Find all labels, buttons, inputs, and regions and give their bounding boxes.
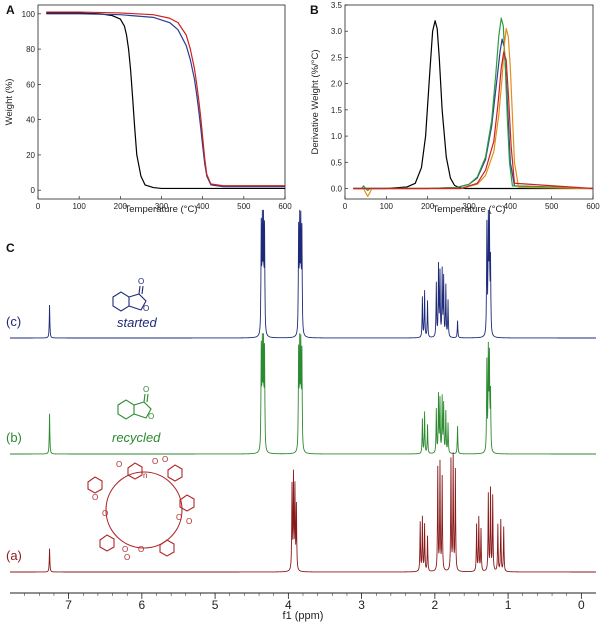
panel-b-xtick-label: 600 [586,202,600,211]
panel-a-tga-chart: 0 100 200 300 400 500 600 0 20 40 60 80 100 Temperat… [4,4,293,215]
macrocycle-o-2: O [152,457,158,466]
panel-letter-c: C [6,241,15,255]
panel-a-xtick-label: 0 [36,202,41,211]
panel-a-ytick-label: 80 [26,45,35,54]
lactone-structure-started: O O [112,277,149,313]
structure-c-ring-o: O [143,304,149,313]
panel-c-xtick-label: 4 [285,598,292,612]
panel-a-xtick-label: 600 [278,202,292,211]
panel-b-xtick-label: 500 [545,202,559,211]
panel-b-series-line-1 [353,38,594,190]
panel-a-series-line-2 [46,11,285,187]
macrocycle-o-8: O [122,545,128,554]
structure-b-ring-o: O [148,412,154,421]
structure-c-carbonyl-o: O [138,277,144,286]
trace-label-c: (c) [6,314,21,329]
macrocycle-o-7: O [186,517,192,526]
panel-b-ytick-label: 0.0 [331,185,343,194]
nmr-spectrum-a [10,452,596,573]
panel-c-xtick-label: 6 [139,598,146,612]
panel-a-xtick-label: 300 [155,202,169,211]
panel-c-xtick-label: 1 [505,598,512,612]
panel-b-series-line-4 [353,51,594,190]
macrocycle-o-10: O [124,553,130,562]
panel-c-ticks: 7 6 5 4 3 2 1 0 [24,593,585,612]
structure-label-started: started [117,315,158,330]
macrocycle-structure: O O n O O O O O O O O [87,455,195,562]
panel-b-ytick-label: 3.5 [331,1,343,10]
panel-b-xtick-label: 400 [504,202,518,211]
panel-b-xtick-label: 0 [343,202,348,211]
panel-b-ticks: 0 100 200 300 400 500 600 0.0 0.5 1.0 1.5 2.0 2.5 3.0… [331,1,600,211]
macrocycle-o-1: O [116,460,122,469]
panel-a-series-line-0 [46,12,285,190]
panel-c-xtick-label: 2 [432,598,439,612]
panel-letter-b: B [310,3,319,17]
nmr-spectrum-c [10,209,596,339]
panel-c-xtick-label: 3 [358,598,365,612]
panel-b-ytick-label: 2.0 [331,80,343,89]
macrocycle-o-3: O [162,455,168,464]
lactone-structure-recycled: O O [117,385,154,421]
trace-label-b: (b) [6,430,22,445]
panel-c-xtick-label: 7 [65,598,72,612]
panel-a-series [46,11,285,190]
panel-b-series-line-3 [353,27,594,197]
panel-a-series-line-1 [46,13,285,188]
panel-c-xtick-label: 0 [578,598,585,612]
panel-b-ytick-label: 3.0 [331,27,343,36]
panel-a-ytick-label: 60 [26,80,35,89]
panel-a-xtick-label: 200 [114,202,128,211]
panel-a-ylabel: Weight (%) [4,79,15,126]
panel-c-xtick-label: 5 [212,598,219,612]
panel-c-nmr-chart: 7 6 5 4 3 2 1 0 f1 (ppm) (c) (b) (a) started re… [6,209,596,622]
panel-b-ytick-label: 2.5 [331,53,343,62]
panel-a-frame [37,4,286,200]
macrocycle-o-4: O [92,493,98,502]
panel-a-xtick-label: 500 [237,202,251,211]
panel-b-series [353,17,594,197]
macrocycle-o-5: O [102,509,108,518]
structure-label-recycled: recycled [112,430,161,445]
panel-b-dtg-chart: 0 100 200 300 400 500 600 0.0 0.5 1.0 1.5 2.0 2.5 3.0… [310,1,600,215]
panel-b-ytick-label: 1.0 [331,132,343,141]
panel-a-xtick-label: 100 [72,202,86,211]
panel-b-ytick-label: 0.5 [331,158,343,167]
nmr-spectrum-b [10,333,596,455]
panel-b-xtick-label: 100 [380,202,394,211]
panel-b-series-line-2 [353,17,594,192]
panel-c-spectra [10,209,596,573]
panel-b-xtick-label: 200 [421,202,435,211]
panel-a-ytick-label: 40 [26,116,35,125]
macrocycle-o-9: O [138,545,144,554]
panel-b-xtick-label: 300 [462,202,476,211]
panel-a-xlabel: Temperature (°C) [125,204,198,215]
macrocycle-repeat-n: n [143,471,147,480]
panel-letter-a: A [6,3,15,17]
panel-a-ytick-label: 100 [22,10,36,19]
macrocycle-o-6: O [176,513,182,522]
panel-b-xlabel: Temperature (°C) [433,204,506,215]
panel-b-ylabel: Derivative Weight (%/°C) [310,50,321,155]
panel-a-ytick-label: 20 [26,151,35,160]
structure-b-carbonyl-o: O [143,385,149,394]
panel-a-ticks: 0 100 200 300 400 500 600 0 20 40 60 80 100 [22,10,293,211]
trace-label-a: (a) [6,548,22,563]
panel-a-ytick-label: 0 [31,186,36,195]
panel-b-ytick-label: 1.5 [331,106,343,115]
panel-a-xtick-label: 400 [196,202,210,211]
panel-c-xlabel: f1 (ppm) [283,610,324,622]
panel-b-frame [344,4,594,200]
panel-b-series-line-0 [353,20,593,190]
